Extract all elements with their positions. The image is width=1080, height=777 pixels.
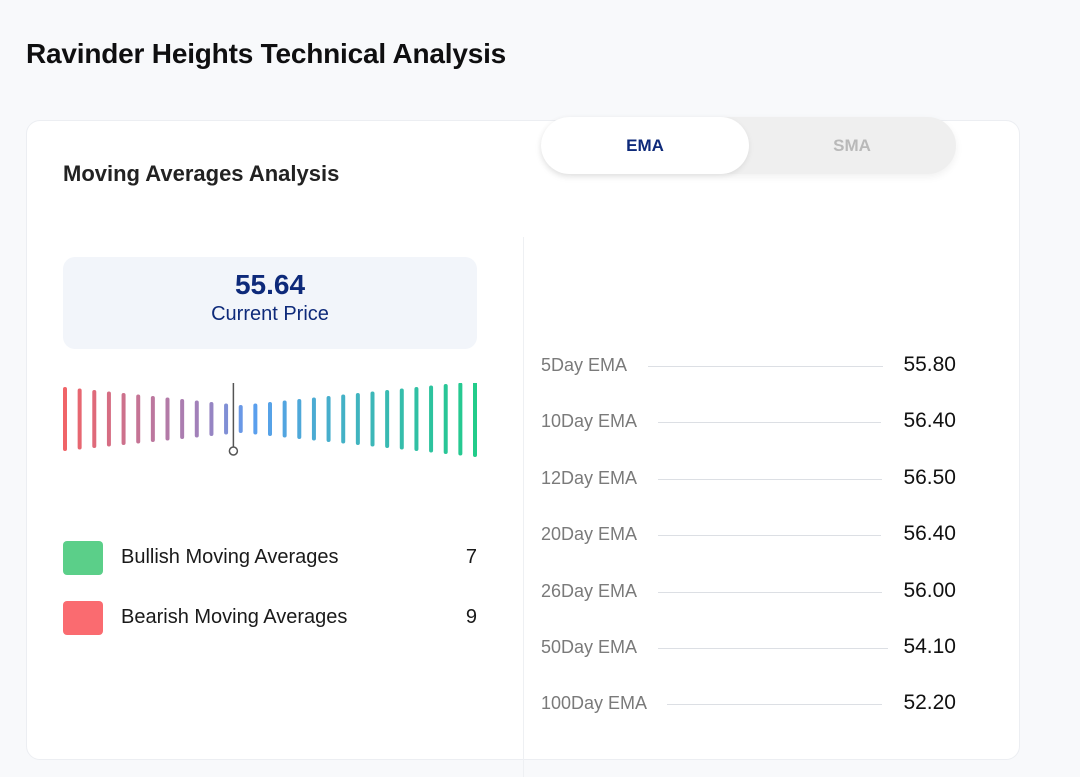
toggle-ema[interactable]: EMA bbox=[541, 117, 749, 174]
ema-value: 55.80 bbox=[903, 353, 956, 376]
gauge-needle-dot bbox=[228, 446, 239, 456]
bullish-count: 7 bbox=[465, 546, 477, 568]
bearish-swatch bbox=[63, 601, 103, 635]
ema-label: 100Day EMA bbox=[541, 693, 648, 713]
ema-value: 56.50 bbox=[903, 466, 956, 489]
ema-row: 100Day EMA 52.20 bbox=[541, 689, 956, 719]
bullish-swatch bbox=[63, 541, 103, 575]
ema-label: 50Day EMA bbox=[541, 637, 638, 657]
legend-bullish: Bullish Moving Averages 7 bbox=[63, 541, 477, 575]
ema-leader-line bbox=[667, 704, 882, 705]
legend-bearish: Bearish Moving Averages 9 bbox=[63, 601, 477, 635]
sentiment-gauge bbox=[63, 383, 477, 457]
bullish-label: Bullish Moving Averages bbox=[121, 546, 339, 568]
current-price-label: Current Price bbox=[211, 303, 329, 325]
panel-divider bbox=[523, 237, 524, 777]
moving-averages-card: Moving Averages Analysis 55.64 Current P… bbox=[26, 120, 1020, 777]
page-title: Ravinder Heights Technical Analysis bbox=[26, 38, 507, 69]
ema-value: 54.10 bbox=[903, 635, 956, 658]
current-price-box: 55.64 Current Price bbox=[63, 257, 477, 349]
ema-value: 56.40 bbox=[903, 409, 956, 432]
ema-label: 20Day EMA bbox=[541, 524, 638, 544]
ema-leader-line bbox=[658, 592, 882, 593]
ema-leader-line bbox=[658, 535, 881, 536]
ema-sma-toggle[interactable]: EMA SMA bbox=[541, 117, 956, 174]
ema-leader-line bbox=[658, 648, 888, 649]
ema-row: 12Day EMA 56.50 bbox=[541, 464, 956, 494]
ema-leader-line bbox=[658, 422, 881, 423]
ema-row: 50Day EMA 54.10 bbox=[541, 633, 956, 663]
ema-leader-line bbox=[648, 366, 883, 367]
current-price-value: 55.64 bbox=[234, 269, 306, 300]
bearish-label: Bearish Moving Averages bbox=[121, 606, 348, 628]
bearish-count: 9 bbox=[465, 606, 477, 628]
ema-value: 56.00 bbox=[903, 579, 956, 602]
ema-value: 56.40 bbox=[903, 522, 956, 545]
ema-label: 12Day EMA bbox=[541, 468, 638, 488]
ema-value: 52.20 bbox=[903, 691, 956, 714]
ema-row: 5Day EMA 55.80 bbox=[541, 351, 956, 381]
ema-label: 5Day EMA bbox=[541, 355, 628, 375]
ema-row: 26Day EMA 56.00 bbox=[541, 577, 956, 607]
toggle-sma[interactable]: SMA bbox=[833, 136, 871, 155]
ema-row: 20Day EMA 56.40 bbox=[541, 520, 956, 550]
ema-label: 10Day EMA bbox=[541, 411, 638, 431]
ema-row: 10Day EMA 56.40 bbox=[541, 407, 956, 437]
ema-label: 26Day EMA bbox=[541, 581, 638, 601]
card-title: Moving Averages Analysis bbox=[63, 161, 340, 186]
ema-leader-line bbox=[658, 479, 882, 480]
